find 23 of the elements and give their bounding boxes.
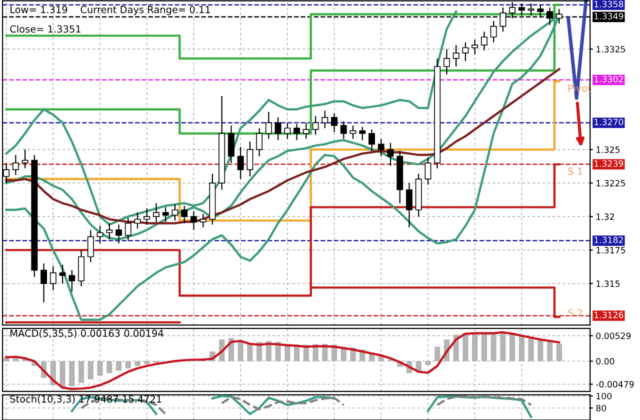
annotation: Close= 1.3351 (10, 25, 80, 33)
y-tick-label: 1.32 (596, 213, 614, 220)
ref-line-label: 1.3358 (594, 0, 624, 8)
y-tick-label: 80 (596, 404, 606, 412)
y-tick-label: 1.3325 (596, 46, 626, 52)
y-tick-label: 1.3225 (596, 180, 626, 186)
ref-line-label: 1.3126 (594, 312, 624, 318)
ref-line-label: 1.3239 (594, 160, 624, 167)
ref-line-label: 1.3302 (594, 76, 623, 82)
y-tick-label: 1.325 (596, 146, 620, 153)
y-tick-label: 1.315 (596, 280, 620, 287)
y-tick-label: 0.00 (596, 358, 614, 365)
annotation: Low= 1.319 Current Days Range= 0.11 (10, 6, 210, 16)
y-tick-label: 1.3175 (596, 246, 626, 254)
series-label: S 1 (568, 168, 582, 175)
y-tick-label: -0.00479 (596, 381, 634, 388)
legend-label: S 2 (568, 309, 582, 317)
ref-line-label: 1.3182 (594, 236, 623, 244)
annotation: MACD(5,35,5) 0.00163 0.00194 (10, 329, 164, 338)
ref-line-label: 1.3349 (594, 12, 624, 20)
y-tick-label: 0.00529 (596, 332, 631, 340)
ref-line-label: 1.3270 (594, 118, 624, 126)
y-tick-label: 100 (596, 392, 612, 400)
